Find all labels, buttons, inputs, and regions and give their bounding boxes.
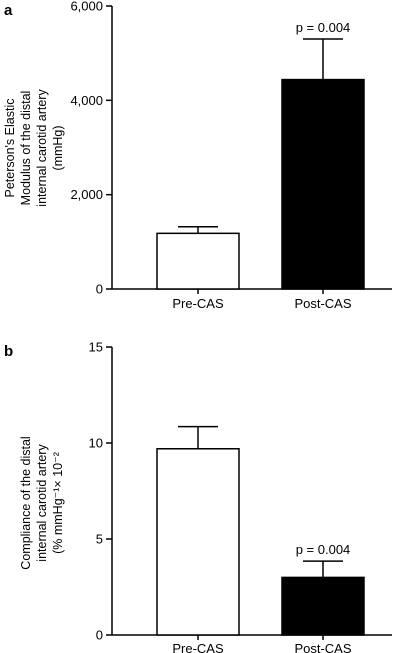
- y-axis-title-line: (% mmHg⁻¹× 10⁻²: [51, 452, 65, 554]
- p-value-annotation: p = 0.004: [296, 20, 351, 35]
- y-axis-title-line: internal carotid artery: [35, 89, 49, 207]
- y-tick-label: 6,000: [70, 0, 103, 14]
- chart-panel-b: b 0 5 10 15 Pre-CAS Post-CAS Compliance of the …: [4, 340, 392, 653]
- chart-panel-a: a 0 2,000 4,000 6,000 Pre-CAS Post-CAS Peterson…: [3, 0, 392, 311]
- p-value-annotation: p = 0.004: [296, 542, 351, 557]
- y-tick-label: 0: [96, 282, 103, 297]
- y-axis-title-line: (mmHg): [51, 125, 65, 170]
- y-axis-title-line: Modulus of the distal: [19, 91, 33, 206]
- y-axis-title-line: internal carotid artery: [35, 444, 49, 562]
- y-tick-label: 0: [96, 628, 103, 643]
- bar-post-cas: [281, 576, 365, 636]
- y-tick-label: 15: [89, 340, 103, 355]
- bar-pre-cas: [156, 448, 240, 636]
- x-category-label: Pre-CAS: [172, 296, 224, 311]
- y-tick-label: 10: [89, 436, 103, 451]
- x-category-label: Post-CAS: [294, 296, 351, 311]
- x-category-label: Pre-CAS: [172, 641, 224, 653]
- panel-letter: a: [4, 2, 13, 19]
- bar-pre-cas: [156, 232, 240, 290]
- y-axis-title-line: Compliance of the distal: [19, 436, 33, 569]
- x-category-label: Post-CAS: [294, 641, 351, 653]
- y-tick-label: 5: [96, 532, 103, 547]
- y-tick-label: 4,000: [70, 93, 103, 108]
- panel-letter: b: [4, 343, 13, 360]
- bar-post-cas: [281, 78, 365, 290]
- y-axis-title-line: Peterson's Elastic: [3, 99, 17, 198]
- y-tick-label: 2,000: [70, 187, 103, 202]
